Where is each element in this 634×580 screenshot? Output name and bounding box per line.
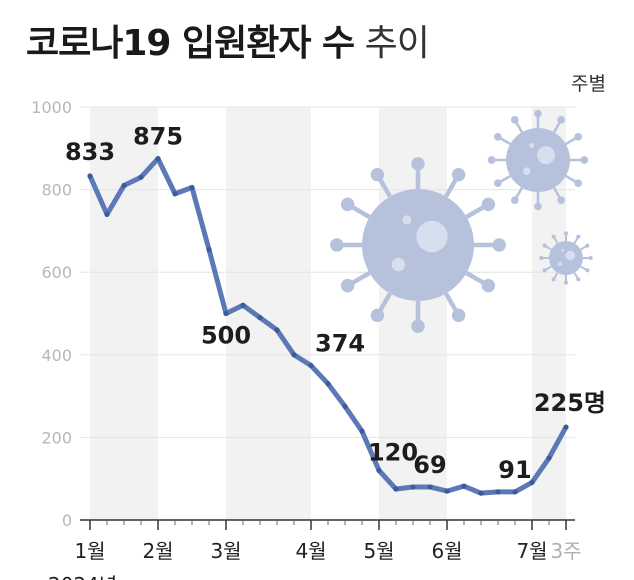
x-tick-label: 3주 xyxy=(550,539,581,563)
data-label: 225명 xyxy=(534,389,606,417)
data-point xyxy=(461,483,467,489)
data-point xyxy=(376,467,382,474)
virus-icon-large xyxy=(330,157,506,333)
data-point xyxy=(529,479,535,486)
data-point xyxy=(478,490,484,496)
year-label: 2024년 xyxy=(48,573,117,580)
title-main: 코로나19 입원환자 수 xyxy=(26,23,355,64)
data-point xyxy=(410,484,416,490)
data-label: 833 xyxy=(65,138,115,166)
data-point xyxy=(87,173,93,179)
virus-icon-small xyxy=(539,231,593,285)
data-point xyxy=(546,455,552,461)
y-unit-label: 주별 xyxy=(571,73,606,95)
data-point xyxy=(223,310,229,317)
y-tick-label: 0 xyxy=(62,511,72,530)
data-point xyxy=(342,403,348,410)
data-point xyxy=(444,488,450,494)
month-band xyxy=(90,107,158,520)
x-tick-label: 6월 xyxy=(431,539,462,563)
chart-title: 코로나19 입원환자 수 추이 xyxy=(26,22,430,66)
x-tick-label: 4월 xyxy=(295,539,326,563)
data-point xyxy=(563,424,569,430)
data-point xyxy=(138,174,144,180)
data-point xyxy=(495,489,501,495)
x-tick-label: 1월 xyxy=(74,539,105,563)
data-label: 374 xyxy=(315,330,365,358)
data-label: 69 xyxy=(413,451,446,479)
series-line xyxy=(87,156,569,496)
data-point xyxy=(121,182,127,189)
y-tick-label: 800 xyxy=(41,181,72,200)
data-label: 875 xyxy=(133,123,183,151)
data-point xyxy=(172,191,178,197)
x-tick-label: 7월 xyxy=(516,539,547,563)
data-label: 120 xyxy=(368,438,418,466)
data-point xyxy=(291,352,297,358)
x-tick-label: 3월 xyxy=(210,539,241,563)
y-tick-label: 200 xyxy=(41,428,72,447)
data-point xyxy=(155,156,161,162)
title-sub: 추이 xyxy=(364,23,430,64)
data-point xyxy=(274,327,280,333)
month-band xyxy=(226,107,311,520)
data-point xyxy=(257,315,263,321)
data-point xyxy=(325,381,331,387)
data-point xyxy=(512,489,518,495)
y-tick-label: 600 xyxy=(41,263,72,282)
data-point xyxy=(206,246,212,253)
x-tick-label: 2월 xyxy=(142,539,173,563)
data-point xyxy=(308,362,314,369)
data-point xyxy=(189,184,195,191)
month-band xyxy=(379,107,447,520)
data-point xyxy=(427,484,433,490)
y-tick-label: 1000 xyxy=(31,98,72,117)
data-point xyxy=(393,486,399,492)
virus-icon-medium xyxy=(487,109,589,211)
y-tick-label: 400 xyxy=(41,346,72,365)
data-point xyxy=(240,302,246,308)
data-label: 91 xyxy=(498,456,531,484)
data-point xyxy=(104,211,110,217)
x-tick-label: 5월 xyxy=(363,539,394,563)
data-point xyxy=(359,428,365,434)
data-label: 500 xyxy=(201,322,251,350)
